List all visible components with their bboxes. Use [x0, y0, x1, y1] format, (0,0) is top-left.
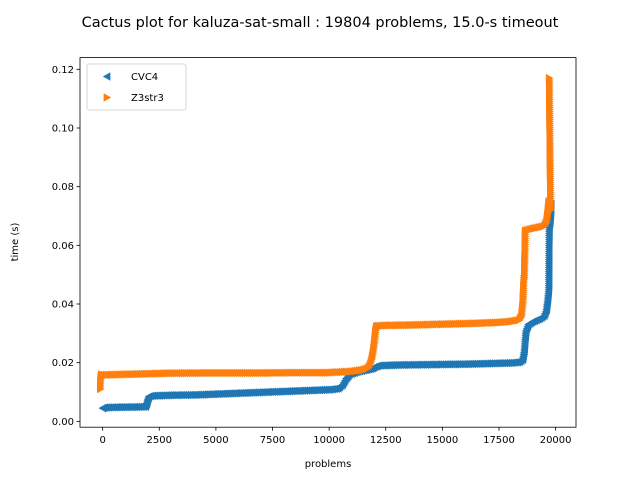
- x-tick-label: 17500: [483, 435, 515, 446]
- x-tick-label: 2500: [147, 435, 172, 446]
- x-tick-label: 10000: [313, 435, 345, 446]
- legend-label-cvc4: CVC4: [131, 72, 158, 83]
- y-tick-label: 0.06: [52, 241, 74, 252]
- x-axis-label: problems: [305, 459, 352, 470]
- legend-marker-cvc4: [102, 72, 111, 81]
- series-cvc4: [98, 200, 555, 413]
- series-z3str3: [97, 73, 555, 394]
- y-tick-label: 0.04: [52, 300, 74, 311]
- legend: CVC4 Z3str3: [86, 63, 187, 111]
- x-tick-label: 12500: [370, 435, 402, 446]
- x-tick-label: 15000: [426, 435, 458, 446]
- y-axis-label: time (s): [10, 223, 21, 262]
- legend-label-z3str3: Z3str3: [131, 93, 164, 104]
- points-layer: [97, 73, 555, 413]
- axes-frame: [79, 57, 577, 428]
- x-tick-label: 20000: [540, 435, 572, 446]
- x-axis-ticks: 0 2500 5000 7500 10000 12500 15000 17500 20000: [99, 427, 572, 446]
- y-tick-label: 0.02: [52, 358, 74, 369]
- chart-title: Cactus plot for kaluza-sat-small : 19804…: [82, 15, 559, 31]
- legend-entry-z3str3: Z3str3: [103, 93, 164, 104]
- y-tick-label: 0.00: [52, 417, 74, 428]
- legend-entry-cvc4: CVC4: [102, 72, 158, 83]
- x-tick-label: 7500: [260, 435, 285, 446]
- y-tick-label: 0.08: [52, 182, 74, 193]
- data-point: [545, 73, 554, 83]
- x-tick-label: 5000: [203, 435, 228, 446]
- y-tick-label: 0.10: [52, 124, 74, 135]
- legend-marker-z3str3: [103, 93, 112, 102]
- x-tick-label: 0: [99, 435, 105, 446]
- y-axis-ticks: 0.00 0.02 0.04 0.06 0.08 0.10 0.12: [52, 65, 80, 428]
- legend-box: [86, 63, 187, 111]
- y-tick-label: 0.12: [52, 65, 74, 76]
